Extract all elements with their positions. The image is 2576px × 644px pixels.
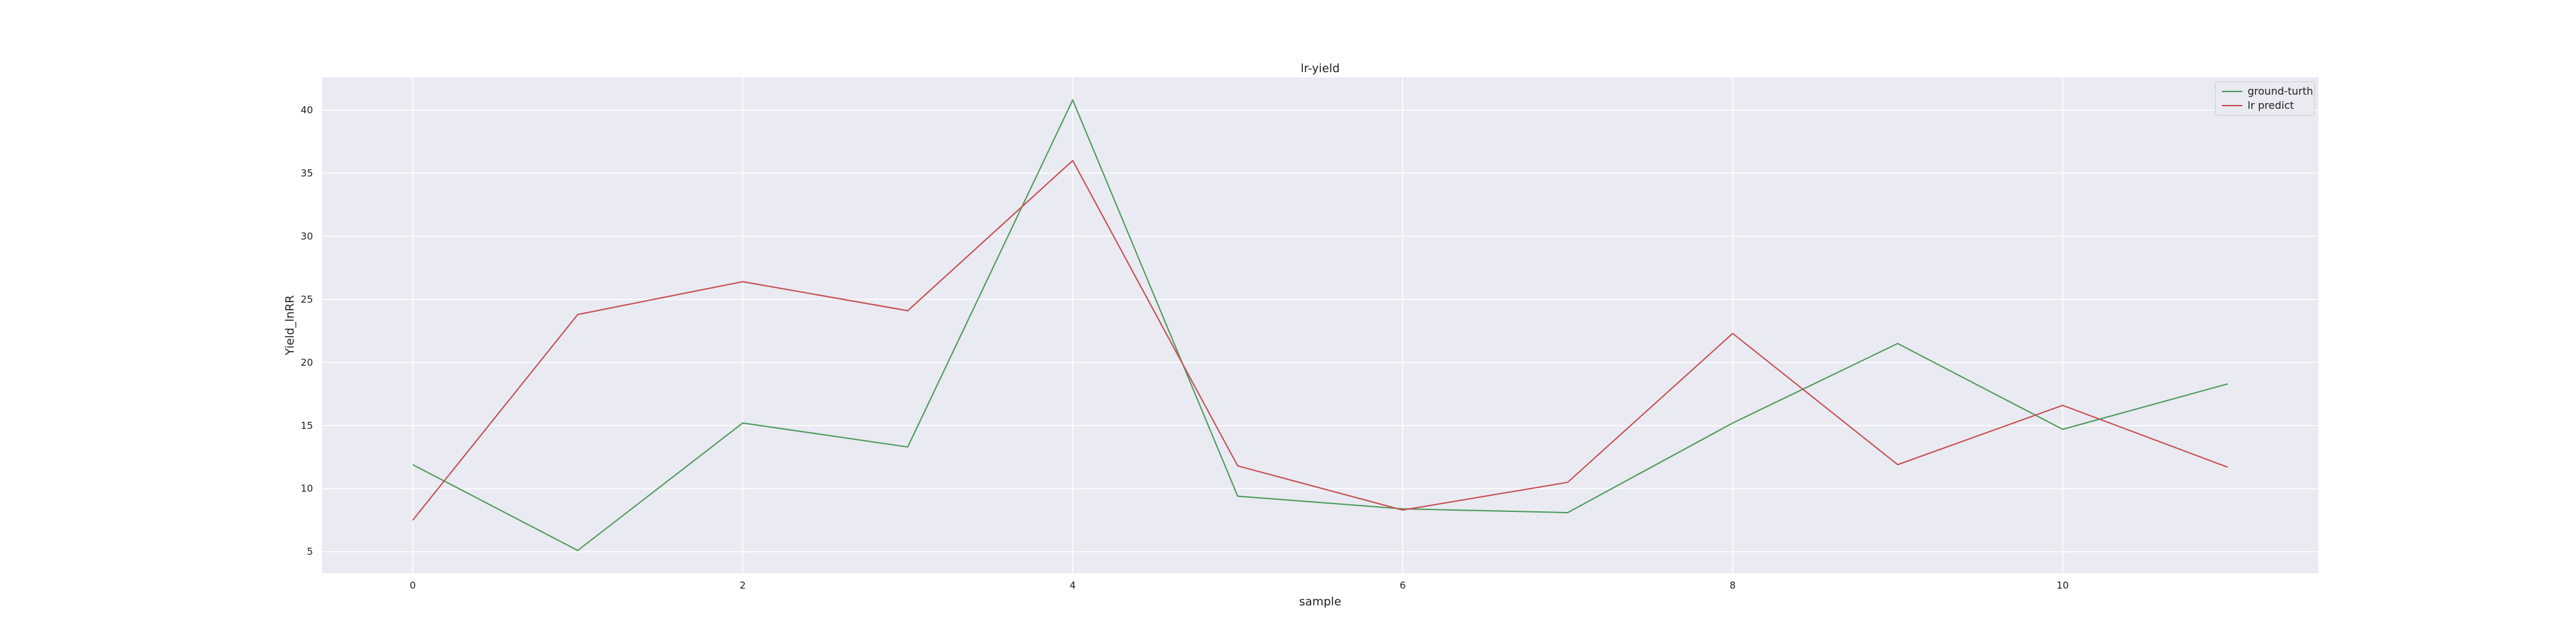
legend: ground-turth lr predict xyxy=(2215,81,2315,116)
x-axis-label: sample xyxy=(1299,595,1341,609)
y-tick-label: 5 xyxy=(307,546,313,558)
x-tick-label: 0 xyxy=(410,580,416,591)
x-tick-label: 8 xyxy=(1730,580,1736,591)
chart-title: lr-yield xyxy=(1301,62,1340,75)
y-tick-label: 35 xyxy=(301,167,313,179)
y-tick-label: 20 xyxy=(301,357,313,368)
x-tick-label: 6 xyxy=(1399,580,1406,591)
x-tick-label: 2 xyxy=(740,580,746,591)
series-line-ground-turth xyxy=(412,99,2228,551)
tick-labels: 0 2 4 6 8 10 5 10 15 20 25 30 35 40 xyxy=(301,104,2069,591)
x-tick-label: 10 xyxy=(2056,580,2069,591)
series xyxy=(412,99,2228,551)
y-axis-label: Yield_lnRR xyxy=(283,295,297,355)
legend-box xyxy=(2215,81,2315,116)
y-tick-label: 30 xyxy=(301,231,313,242)
legend-label-lr-predict: lr predict xyxy=(2248,99,2294,111)
y-tick-label: 40 xyxy=(301,104,313,116)
legend-label-ground-truth: ground-turth xyxy=(2248,85,2313,97)
y-tick-label: 25 xyxy=(301,294,313,305)
plot-area xyxy=(322,77,2318,573)
series-line-lr-predict xyxy=(412,160,2228,521)
y-tick-label: 10 xyxy=(301,483,313,495)
y-tick-label: 15 xyxy=(301,420,313,431)
x-tick-label: 4 xyxy=(1070,580,1076,591)
